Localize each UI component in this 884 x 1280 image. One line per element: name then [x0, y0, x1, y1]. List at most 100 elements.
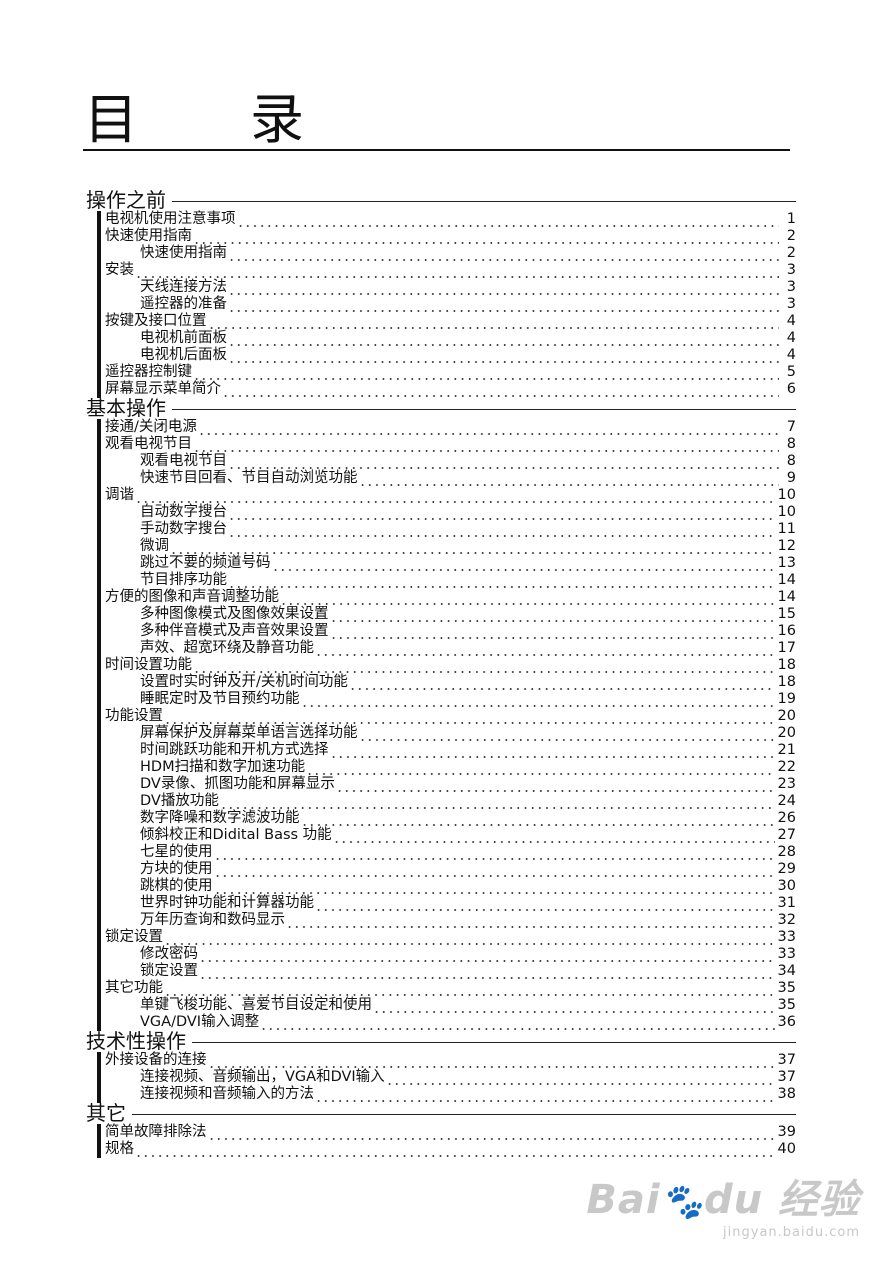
- toc-entry[interactable]: 七星的使用 28: [105, 844, 796, 861]
- toc-entry[interactable]: 快速使用指南 2: [105, 228, 796, 245]
- toc-entry[interactable]: DV播放功能 24: [105, 793, 796, 810]
- dot-leader: [228, 296, 779, 313]
- toc-entry[interactable]: 设置时实时钟及开/关机时间功能 18: [105, 674, 796, 691]
- dot-leader: [228, 347, 779, 364]
- toc-entry[interactable]: 方块的使用 29: [105, 861, 796, 878]
- toc-entry[interactable]: DV录像、抓图功能和屏幕显示 23: [105, 776, 796, 793]
- toc-entry[interactable]: 跳过不要的频道号码 13: [105, 555, 796, 572]
- toc-entry[interactable]: HDM扫描和数字加速功能 22: [105, 759, 796, 776]
- section-heading: 其它: [86, 1103, 796, 1124]
- toc-entry-page: 3: [786, 296, 796, 312]
- toc-entry[interactable]: 手动数字搜台 11: [105, 521, 796, 538]
- toc-entry[interactable]: 锁定设置 34: [105, 963, 796, 980]
- toc-entry[interactable]: 连接视频、音频输出，VGA和DVI输入 37: [105, 1069, 796, 1086]
- toc-entry[interactable]: 快速节目回看、节目自动浏览功能 9: [105, 470, 796, 487]
- dot-leader: [199, 963, 775, 980]
- toc-entry[interactable]: 单键飞梭功能、喜爱节目设定和使用 35: [105, 997, 796, 1014]
- toc-entry[interactable]: 观看电视节目 8: [105, 436, 796, 453]
- toc-entry-title: 睡眠定时及节目预约功能: [140, 691, 300, 707]
- toc-entry[interactable]: 快速使用指南 2: [105, 245, 796, 262]
- dot-leader: [228, 504, 775, 521]
- toc-entry[interactable]: 按键及接口位置 4: [105, 313, 796, 330]
- toc-entry[interactable]: 连接视频和音频输入的方法 38: [105, 1086, 796, 1103]
- toc-entry[interactable]: 跳棋的使用 30: [105, 878, 796, 895]
- toc-entry[interactable]: 世界时钟功能和计算器功能 31: [105, 895, 796, 912]
- toc-entry-page: 21: [777, 742, 796, 758]
- toc-entry[interactable]: 方便的图像和声音调整功能 14: [105, 589, 796, 606]
- toc-entry-title: 电视机后面板: [140, 347, 227, 363]
- toc-entry[interactable]: 电视机使用注意事项 1: [105, 211, 796, 228]
- toc-entry[interactable]: 多种图像模式及图像效果设置 15: [105, 606, 796, 623]
- dot-leader: [213, 878, 775, 895]
- title-char-2: 录: [250, 88, 304, 151]
- toc-entry[interactable]: 天线连接方法 3: [105, 279, 796, 296]
- toc-entry[interactable]: VGA/DVI输入调整 36: [105, 1014, 796, 1031]
- dot-leader: [236, 211, 779, 228]
- toc-entry[interactable]: 接通/关闭电源 7: [105, 419, 796, 436]
- toc-entry[interactable]: 修改密码 33: [105, 946, 796, 963]
- title-char-1: 目: [84, 88, 138, 151]
- toc-entry-title: 观看电视节目: [105, 436, 192, 452]
- toc-entry[interactable]: 简单故障排除法 39: [105, 1124, 796, 1141]
- toc-entry[interactable]: 遥控器的准备 3: [105, 296, 796, 313]
- section-entries: 接通/关闭电源 7 观看电视节目 8 观看电视节目 8 快速节目回看、节目自动浏览功能 9 调谐…: [97, 419, 796, 1031]
- toc-entry[interactable]: 遥控器控制键 5: [105, 364, 796, 381]
- watermark-logo: Bai🐾du 经验: [586, 1177, 860, 1223]
- toc-entry-title: 简单故障排除法: [105, 1124, 207, 1140]
- toc-entry[interactable]: 屏幕显示菜单简介 6: [105, 381, 796, 398]
- toc-entry[interactable]: 规格 40: [105, 1141, 796, 1158]
- toc-entry-page: 8: [786, 453, 796, 469]
- toc-entry[interactable]: 电视机前面板 4: [105, 330, 796, 347]
- dot-leader: [271, 555, 775, 572]
- section-heading-text: 基本操作: [86, 396, 166, 420]
- toc-entry[interactable]: 节目排序功能 14: [105, 572, 796, 589]
- toc-entry[interactable]: 锁定设置 33: [105, 929, 796, 946]
- table-of-contents: 操作之前 电视机使用注意事项 1 快速使用指南 2 快速使用指南 2 安装 3 天线连接方法 3 遥控…: [86, 190, 796, 1158]
- toc-entry-page: 17: [777, 640, 796, 656]
- toc-entry[interactable]: 微调 12: [105, 538, 796, 555]
- toc-entry-title: 电视机使用注意事项: [105, 211, 236, 227]
- toc-entry[interactable]: 倾斜校正和Didital Bass 功能 27: [105, 827, 796, 844]
- toc-entry[interactable]: 其它功能 35: [105, 980, 796, 997]
- toc-entry-title: 万年历查询和数码显示: [140, 912, 285, 928]
- toc-entry[interactable]: 电视机后面板 4: [105, 347, 796, 364]
- toc-entry-title: HDM扫描和数字加速功能: [140, 759, 306, 775]
- toc-entry-page: 35: [777, 997, 796, 1013]
- toc-entry[interactable]: 自动数字搜台 10: [105, 504, 796, 521]
- toc-entry-page: 16: [777, 623, 796, 639]
- baidu-jingyan-watermark: Bai🐾du 经验 jingyan.baidu.com: [586, 1167, 860, 1240]
- toc-entry[interactable]: 功能设置 20: [105, 708, 796, 725]
- dot-leader: [170, 538, 775, 555]
- section-rule: [132, 1114, 796, 1115]
- toc-entry-page: 28: [777, 844, 796, 860]
- toc-entry[interactable]: 调谐 10: [105, 487, 796, 504]
- toc-entry[interactable]: 万年历查询和数码显示 32: [105, 912, 796, 929]
- toc-entry-page: 37: [777, 1052, 796, 1068]
- toc-entry-page: 10: [777, 487, 796, 503]
- dot-leader: [329, 623, 775, 640]
- toc-entry[interactable]: 安装 3: [105, 262, 796, 279]
- toc-entry-page: 10: [777, 504, 796, 520]
- watermark-url: jingyan.baidu.com: [723, 1225, 860, 1240]
- dot-leader: [315, 1086, 775, 1103]
- dot-leader: [199, 946, 775, 963]
- toc-entry[interactable]: 多种伴音模式及声音效果设置 16: [105, 623, 796, 640]
- section-heading: 操作之前: [86, 190, 796, 211]
- toc-entry[interactable]: 数字降噪和数字滤波功能 26: [105, 810, 796, 827]
- toc-entry[interactable]: 时间设置功能 18: [105, 657, 796, 674]
- section-entries: 电视机使用注意事项 1 快速使用指南 2 快速使用指南 2 安装 3 天线连接方法 3 遥控器的准备…: [97, 211, 796, 398]
- toc-entry-title: 数字降噪和数字滤波功能: [140, 810, 300, 826]
- toc-entry-page: 18: [777, 674, 796, 690]
- toc-entry[interactable]: 外接设备的连接 37: [105, 1052, 796, 1069]
- toc-entry[interactable]: 时间跳跃功能和开机方式选择 21: [105, 742, 796, 759]
- toc-entry-page: 19: [777, 691, 796, 707]
- dot-leader: [222, 381, 779, 398]
- toc-entry-page: 9: [786, 470, 796, 486]
- toc-entry-title: 方块的使用: [140, 861, 213, 877]
- toc-entry[interactable]: 观看电视节目 8: [105, 453, 796, 470]
- toc-entry[interactable]: 屏幕保护及屏幕菜单语言选择功能 20: [105, 725, 796, 742]
- dot-leader: [373, 997, 775, 1014]
- toc-entry[interactable]: 声效、超宽环绕及静音功能 17: [105, 640, 796, 657]
- toc-entry[interactable]: 睡眠定时及节目预约功能 19: [105, 691, 796, 708]
- toc-entry-title: 方便的图像和声音调整功能: [105, 589, 279, 605]
